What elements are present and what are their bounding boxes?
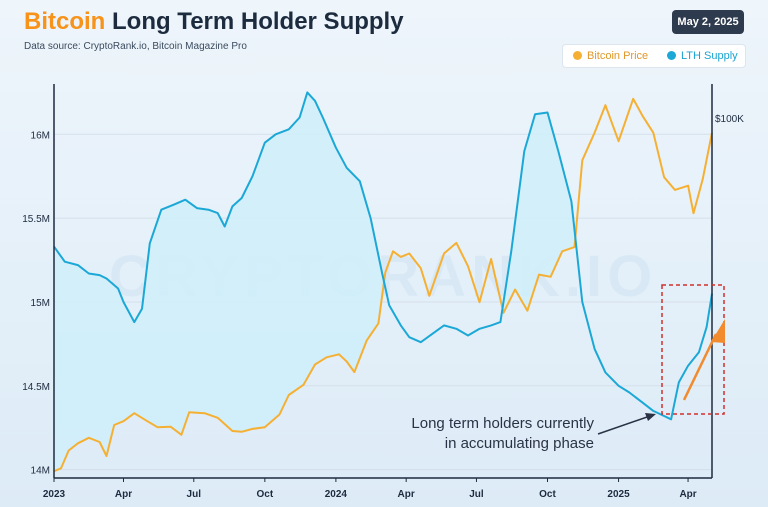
- lth-supply-line: [53, 91, 713, 421]
- y-tick-label: 14.5M: [22, 382, 50, 393]
- x-tick-label: Apr: [115, 489, 132, 500]
- annotation-text: Long term holders currently in accumulat…: [376, 414, 594, 454]
- title-rest: Long Term Holder Supply: [112, 8, 404, 35]
- x-tick-label: Apr: [679, 489, 696, 500]
- legend-item-lth-supply: LTH Supply: [667, 45, 738, 67]
- x-tick-label: Oct: [539, 489, 556, 500]
- lth-above-price-fill: [54, 93, 384, 472]
- x-tick-label: 2024: [325, 489, 348, 500]
- legend-item-bitcoin-price: Bitcoin Price: [573, 45, 648, 67]
- x-tick-label: Oct: [257, 489, 274, 500]
- y-right-tick-label: $100K: [715, 114, 744, 125]
- y-tick-label: 16M: [31, 130, 50, 141]
- chart-legend: Bitcoin Price LTH Supply: [562, 44, 746, 68]
- page-title: Bitcoin Long Term Holder Supply: [24, 8, 404, 36]
- y-tick-label: 15.5M: [22, 214, 50, 225]
- highlight-box: [661, 284, 725, 415]
- title-accent: Bitcoin: [24, 8, 106, 35]
- annotation-line-1: Long term holders currently: [411, 415, 594, 432]
- trend-arrow-head: [711, 319, 725, 343]
- annotation-arrow-shaft: [597, 415, 651, 435]
- x-tick-label: Apr: [398, 489, 415, 500]
- legend-dot-lth-supply: [667, 51, 676, 60]
- annotation-line-2: in accumulating phase: [444, 435, 594, 452]
- trend-arrow-shaft: [682, 333, 718, 401]
- y-tick-label: 15M: [31, 298, 50, 309]
- date-badge: May 2, 2025: [672, 10, 744, 34]
- x-tick-label: Jul: [187, 489, 202, 500]
- legend-label-bitcoin-price: Bitcoin Price: [587, 50, 649, 62]
- annotation-arrow-head: [645, 413, 656, 421]
- x-tick-label: 2025: [607, 489, 630, 500]
- x-tick-label: 2023: [43, 489, 66, 500]
- x-tick-label: Jul: [469, 489, 484, 500]
- legend-dot-bitcoin-price: [573, 51, 582, 60]
- data-source-note: Data source: CryptoRank.io, Bitcoin Maga…: [24, 41, 247, 52]
- legend-label-lth-supply: LTH Supply: [681, 50, 738, 62]
- y-tick-label: 14M: [31, 466, 50, 477]
- bitcoin-price-line: [53, 97, 713, 473]
